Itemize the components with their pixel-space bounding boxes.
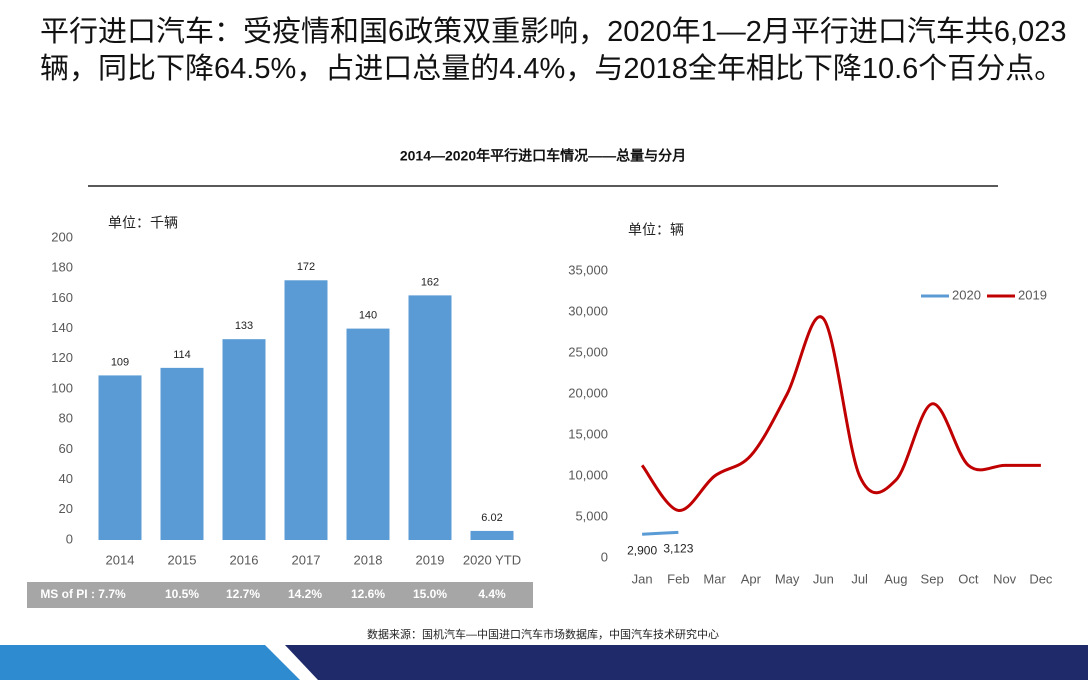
y-tick-label: 120 bbox=[51, 350, 73, 365]
bar bbox=[470, 530, 514, 540]
y-tick-label: 140 bbox=[51, 320, 73, 335]
data-label: 109 bbox=[111, 356, 129, 368]
data-label: 6.02 bbox=[481, 512, 502, 524]
y-tick-label: 0 bbox=[601, 549, 608, 564]
x-tick-label: Aug bbox=[884, 571, 907, 586]
legend-label: 2020 bbox=[952, 287, 981, 302]
data-label: 2,900 bbox=[627, 543, 657, 557]
footer-band-left bbox=[0, 645, 300, 680]
bar bbox=[98, 375, 142, 540]
x-tick-label: Nov bbox=[993, 571, 1017, 586]
data-label: 172 bbox=[297, 261, 315, 273]
data-label: 133 bbox=[235, 320, 253, 332]
ms-value: 4.4% bbox=[478, 587, 506, 601]
bar bbox=[284, 280, 328, 540]
x-tick-label: Jan bbox=[632, 571, 653, 586]
x-tick-label: Jun bbox=[813, 571, 834, 586]
y-tick-label: 20 bbox=[59, 501, 73, 516]
x-tick-label: Dec bbox=[1029, 571, 1053, 586]
data-label: 3,123 bbox=[663, 542, 693, 556]
data-label: 114 bbox=[173, 349, 191, 361]
x-tick-label: Jul bbox=[851, 571, 868, 586]
legend-label: 2019 bbox=[1018, 287, 1047, 302]
series-line bbox=[642, 530, 679, 536]
ms-value: 12.7% bbox=[226, 587, 260, 601]
data-label: 140 bbox=[359, 310, 377, 322]
y-tick-label: 5,000 bbox=[575, 508, 608, 523]
x-tick-label: 2014 bbox=[106, 552, 135, 567]
y-tick-label: 80 bbox=[59, 411, 73, 426]
y-tick-label: 60 bbox=[59, 441, 73, 456]
x-tick-label: May bbox=[775, 571, 800, 586]
x-tick-label: Feb bbox=[667, 571, 689, 586]
y-tick-label: 200 bbox=[51, 229, 73, 244]
bar bbox=[222, 339, 266, 540]
ms-value: 10.5% bbox=[165, 587, 199, 601]
y-tick-label: 180 bbox=[51, 260, 73, 275]
x-tick-label: 2019 bbox=[416, 552, 445, 567]
x-tick-label: Sep bbox=[921, 571, 944, 586]
footer-band-right bbox=[285, 645, 1088, 680]
data-label: 162 bbox=[421, 276, 439, 288]
bar bbox=[160, 367, 204, 540]
y-tick-label: 30,000 bbox=[568, 303, 608, 318]
x-tick-label: 2018 bbox=[354, 552, 383, 567]
ms-value: 15.0% bbox=[413, 587, 447, 601]
x-tick-label: 2020 YTD bbox=[463, 552, 521, 567]
y-tick-label: 10,000 bbox=[568, 467, 608, 482]
ms-value: 12.6% bbox=[351, 587, 385, 601]
x-tick-label: 2017 bbox=[292, 552, 321, 567]
ms-value: 14.2% bbox=[288, 587, 322, 601]
unit-label: 单位：千辆 bbox=[108, 215, 178, 231]
series-line bbox=[640, 315, 1041, 512]
y-tick-label: 40 bbox=[59, 471, 73, 486]
source: 数据来源：国机汽车—中国进口汽车市场数据库，中国汽车技术研究中心 bbox=[367, 627, 719, 641]
x-tick-label: Oct bbox=[958, 571, 979, 586]
y-tick-label: 100 bbox=[51, 380, 73, 395]
x-tick-label: Mar bbox=[703, 571, 726, 586]
bar bbox=[408, 295, 452, 540]
ms-label: MS of PI : 7.7% bbox=[40, 587, 126, 601]
y-tick-label: 0 bbox=[66, 531, 73, 546]
bar bbox=[346, 328, 390, 540]
y-tick-label: 25,000 bbox=[568, 344, 608, 359]
x-tick-label: 2016 bbox=[230, 552, 259, 567]
unit-label: 单位：辆 bbox=[628, 222, 684, 238]
y-tick-label: 15,000 bbox=[568, 426, 608, 441]
headline: 平行进口汽车：受疫情和国6政策双重影响，2020年1—2月平行进口汽车共6,02… bbox=[40, 16, 1067, 85]
y-tick-label: 35,000 bbox=[568, 262, 608, 277]
section-title: 2014—2020年平行进口车情况——总量与分月 bbox=[400, 148, 686, 164]
y-tick-label: 160 bbox=[51, 290, 73, 305]
y-tick-label: 20,000 bbox=[568, 385, 608, 400]
x-tick-label: 2015 bbox=[168, 552, 197, 567]
ms-row-band bbox=[27, 582, 533, 608]
x-tick-label: Apr bbox=[741, 571, 762, 586]
